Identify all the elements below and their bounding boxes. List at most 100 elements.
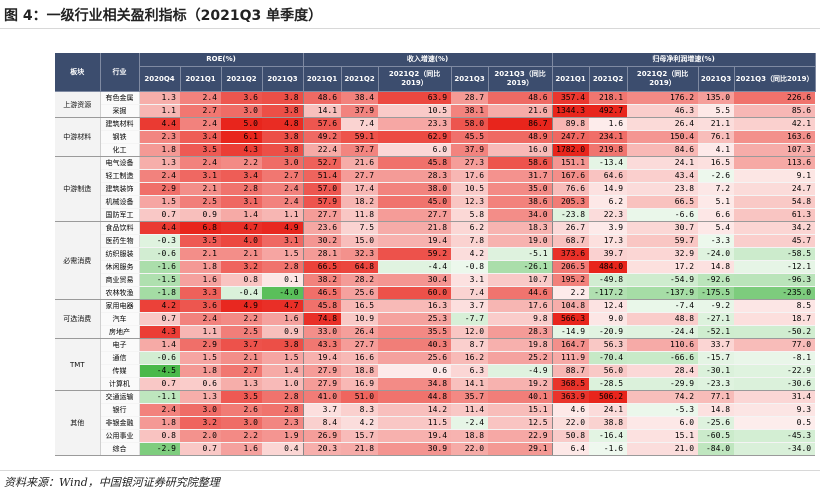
industry-label: 采掘 [100, 104, 140, 118]
revenue-growth-cell: 35.5 [378, 325, 452, 339]
table-row: 化工 1.8 3.5 4.3 3.8 22.4 37.7 6.0 37.9 16.0 1782.0 2… [55, 143, 816, 157]
section-label: 中游制造 [55, 156, 101, 222]
roe-cell: 2.1 [221, 247, 262, 261]
roe-cell: 1.4 [139, 338, 180, 352]
roe-cell: -2.9 [139, 442, 180, 456]
revenue-growth-cell: 4.2 [341, 416, 379, 430]
profit-growth-cell: -12.1 [734, 260, 816, 274]
header-block: 板块 [55, 53, 101, 92]
profit-growth-cell: 6.6 [698, 208, 735, 222]
revenue-growth-cell: 38.4 [341, 91, 379, 105]
industry-label: 轻工制造 [100, 169, 140, 183]
profit-growth-cell: 2.2 [552, 286, 590, 300]
revenue-growth-cell: 27.7 [303, 208, 342, 222]
profit-growth-cell: 5.4 [698, 221, 735, 235]
profit-growth-cell: 48.8 [627, 312, 699, 326]
revenue-growth-cell: 38.1 [451, 104, 489, 118]
table-row: 公用事业 0.8 2.0 2.2 1.9 26.9 15.7 19.4 18.8 22.9 50.8… [55, 429, 816, 443]
profit-growth-cell: 56.3 [589, 338, 628, 352]
header-rev-col-4: 2021Q3（同比2019） [488, 66, 553, 92]
revenue-growth-cell: 57.6 [303, 117, 342, 131]
source-divider [0, 470, 820, 471]
profit-growth-cell: -58.5 [734, 247, 816, 261]
profit-growth-cell: 56.0 [589, 364, 628, 378]
roe-cell: 0.4 [262, 442, 304, 456]
profit-growth-cell: 219.8 [589, 143, 628, 157]
revenue-growth-cell: 3.1 [451, 273, 489, 287]
table-row: 钢铁 2.3 3.4 6.1 3.8 49.2 59.1 62.9 45.5 48.9 247.7 2… [55, 130, 816, 144]
profit-growth-cell: 21.1 [698, 117, 735, 131]
profit-growth-cell: 373.6 [552, 247, 590, 261]
profit-growth-cell: -16.4 [589, 429, 628, 443]
roe-cell: 0.1 [262, 273, 304, 287]
roe-cell: 1.8 [139, 416, 180, 430]
section-label: 可选消费 [55, 299, 101, 339]
profit-growth-cell: 0.5 [734, 416, 816, 430]
revenue-growth-cell: 11.8 [341, 208, 379, 222]
roe-cell: 2.4 [180, 117, 221, 131]
profit-growth-cell: -49.8 [589, 273, 628, 287]
profit-growth-cell: 43.4 [627, 169, 699, 183]
profit-growth-cell: 195.2 [552, 273, 590, 287]
table-row: 机械设备 1.5 2.5 3.1 2.4 57.9 18.2 45.0 12.3 38.6 205.… [55, 195, 816, 209]
table-row: 房地产 4.3 1.1 2.5 0.9 33.0 26.4 35.5 12.0 28.3 -14.9… [55, 325, 816, 339]
roe-cell: -0.6 [139, 351, 180, 365]
profit-growth-cell: 39.7 [589, 247, 628, 261]
profit-growth-cell: 4.1 [698, 143, 735, 157]
revenue-growth-cell: 12.5 [488, 416, 553, 430]
roe-cell: 2.1 [221, 351, 262, 365]
revenue-growth-cell: 14.1 [451, 377, 489, 391]
profit-growth-cell: -84.0 [698, 442, 735, 456]
revenue-growth-cell: 8.7 [451, 338, 489, 352]
revenue-growth-cell: 57.9 [303, 195, 342, 209]
profit-growth-cell: 32.9 [627, 247, 699, 261]
roe-cell: 3.1 [180, 169, 221, 183]
table-row: 其他 交通运输 -1.1 1.3 3.5 2.8 41.0 51.0 44.8 35.7 40.1 3… [55, 390, 816, 456]
industry-label: 房地产 [100, 325, 140, 339]
industry-label: 交通运输 [100, 390, 140, 404]
profit-growth-cell: -25.6 [698, 416, 735, 430]
profit-growth-cell: 84.6 [627, 143, 699, 157]
roe-cell: 2.6 [221, 403, 262, 417]
profit-growth-cell: -27.1 [698, 312, 735, 326]
roe-cell: 1.5 [262, 351, 304, 365]
profit-growth-cell: -28.5 [589, 377, 628, 391]
profit-growth-cell: 6.0 [627, 416, 699, 430]
profit-growth-cell: -3.3 [698, 234, 735, 248]
roe-cell: 0.8 [221, 273, 262, 287]
roe-cell: 4.8 [262, 117, 304, 131]
profit-growth-cell: 76.1 [698, 130, 735, 144]
profit-growth-cell: 24.1 [627, 156, 699, 170]
profit-growth-cell: 226.6 [734, 91, 816, 105]
roe-cell: 2.7 [180, 104, 221, 118]
profit-growth-cell: 61.3 [734, 208, 816, 222]
roe-cell: 2.1 [180, 247, 221, 261]
revenue-growth-cell: 7.4 [341, 117, 379, 131]
revenue-growth-cell: 45.8 [303, 299, 342, 313]
profit-growth-cell: -96.3 [734, 273, 816, 287]
roe-cell: 4.3 [139, 325, 180, 339]
revenue-growth-cell: 22.4 [303, 143, 342, 157]
revenue-growth-cell: 22.9 [488, 429, 553, 443]
revenue-growth-cell: 27.9 [303, 364, 342, 378]
revenue-growth-cell: 29.1 [488, 442, 553, 456]
header-np-col-3: 2021Q3 [698, 66, 735, 92]
roe-cell: 2.4 [262, 195, 304, 209]
revenue-growth-cell: 18.2 [341, 195, 379, 209]
revenue-growth-cell: 38.0 [378, 182, 452, 196]
profit-growth-cell: -52.1 [698, 325, 735, 339]
industry-label: 通信 [100, 351, 140, 365]
roe-cell: 2.4 [180, 312, 221, 326]
roe-cell: 6.1 [221, 130, 262, 144]
revenue-growth-cell: 48.6 [488, 91, 553, 105]
roe-cell: 0.9 [262, 325, 304, 339]
table-row: 必需消费 食品饮料 4.4 6.8 4.7 4.9 23.6 7.5 21.8 6.2 18.3 26… [55, 221, 816, 300]
roe-cell: 1.3 [139, 156, 180, 170]
table-row: TMT 电子 1.4 2.9 3.7 3.8 43.3 27.7 40.3 8.7 19.8 164.… [55, 338, 816, 391]
profit-growth-cell: 363.9 [552, 390, 590, 404]
profit-growth-cell: 218.1 [589, 91, 628, 105]
profit-growth-cell: 23.8 [627, 182, 699, 196]
table-row: 国防军工 0.7 0.9 1.4 1.1 27.7 11.8 27.7 5.8 34.0 -23.8… [55, 208, 816, 222]
header-rev-col-0: 2021Q1 [303, 66, 342, 92]
revenue-growth-cell: 21.8 [378, 221, 452, 235]
